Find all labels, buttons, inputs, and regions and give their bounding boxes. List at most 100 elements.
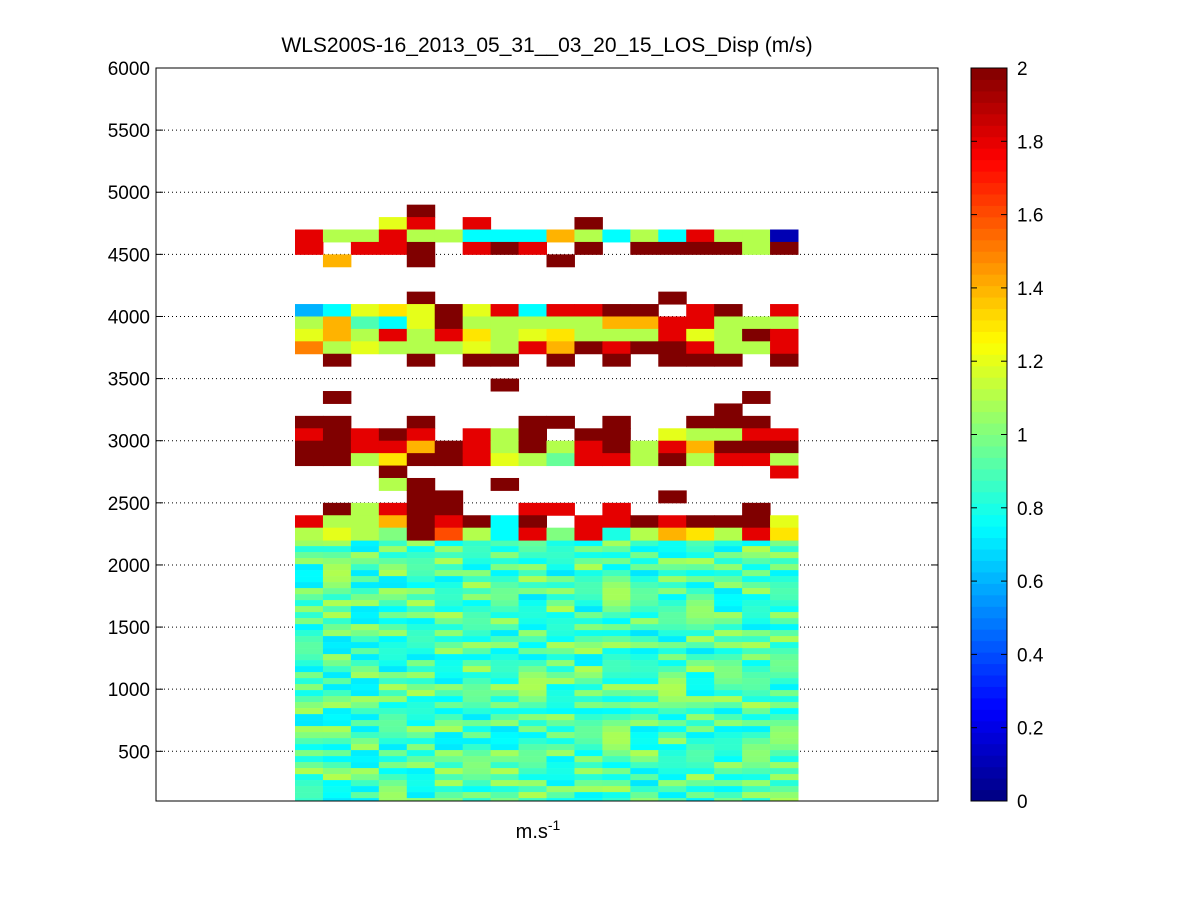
heatmap-cell (770, 229, 799, 243)
heatmap-cell (602, 558, 631, 565)
heatmap-cell (434, 618, 464, 625)
heatmap-cell (322, 750, 352, 757)
heatmap-cell (770, 304, 799, 317)
heatmap-cell (295, 630, 324, 637)
heatmap-cell (350, 648, 380, 655)
heatmap-cell (546, 588, 575, 595)
heatmap-cell (770, 750, 799, 757)
heatmap-cell (742, 502, 771, 516)
heatmap-cell (686, 684, 715, 691)
heatmap-cell (322, 624, 352, 631)
heatmap-cell (406, 241, 436, 255)
heatmap-cell (546, 618, 575, 625)
heatmap-cell (322, 515, 352, 529)
heatmap-cell (546, 762, 575, 769)
heatmap-cell (378, 558, 408, 565)
heatmap-cell (546, 582, 575, 589)
heatmap-cell (574, 624, 603, 631)
heatmap-cell (462, 440, 492, 454)
heatmap-cell (322, 792, 352, 799)
heatmap-cell (378, 546, 408, 553)
heatmap-cell (518, 672, 547, 679)
heatmap-cell (406, 477, 436, 491)
heatmap-cell (406, 428, 436, 442)
heatmap-cell (378, 341, 408, 355)
heatmap-cell (350, 552, 380, 559)
heatmap-cell (546, 570, 575, 577)
heatmap-cell (742, 702, 771, 709)
heatmap-cell (462, 576, 492, 583)
heatmap-cell (602, 690, 631, 697)
heatmap-cell (546, 708, 575, 715)
heatmap-cell (658, 576, 687, 583)
heatmap-cell (630, 714, 659, 721)
heatmap-cell (350, 241, 380, 255)
heatmap-cell (742, 594, 771, 601)
heatmap-cell (322, 229, 352, 243)
heatmap-cell (406, 636, 436, 643)
heatmap-cell (574, 774, 603, 781)
heatmap-cell (378, 786, 408, 793)
heatmap-cell (378, 630, 408, 637)
heatmap-cell (770, 341, 799, 355)
heatmap-cell (406, 254, 436, 268)
heatmap-cell (378, 714, 408, 721)
heatmap-cell (742, 612, 771, 619)
heatmap-cell (322, 328, 352, 342)
heatmap-cell (574, 606, 603, 613)
heatmap-cell (770, 316, 799, 330)
heatmap-cell (658, 768, 687, 775)
colorbar-step (971, 193, 1007, 206)
heatmap-cell (546, 786, 575, 793)
heatmap-cell (378, 477, 408, 491)
heatmap-cell (378, 465, 408, 479)
heatmap-cell (295, 316, 324, 330)
heatmap-cell (322, 353, 352, 367)
heatmap-cell (295, 428, 324, 442)
y-tick-label: 3000 (108, 432, 150, 453)
heatmap-cell (490, 756, 520, 763)
heatmap-cell (378, 229, 408, 243)
heatmap-cell (322, 654, 352, 661)
heatmap-cell (350, 798, 380, 802)
heatmap-cell (462, 328, 492, 342)
heatmap-cell (518, 428, 547, 442)
heatmap-cell (406, 316, 436, 330)
heatmap-cell (350, 654, 380, 661)
heatmap-cell (686, 241, 715, 255)
heatmap-cell (322, 540, 352, 547)
heatmap-cell (658, 714, 687, 721)
heatmap-cell (602, 660, 631, 667)
heatmap-cell (378, 428, 408, 442)
heatmap-cell (630, 527, 659, 541)
colorbar-step (971, 205, 1007, 218)
heatmap-cell (742, 690, 771, 697)
heatmap-cell (462, 798, 492, 802)
heatmap-cell (658, 750, 687, 757)
heatmap-cell (378, 636, 408, 643)
heatmap-cell (518, 750, 547, 757)
y-tick-label: 1000 (108, 680, 150, 701)
colorbar-step (971, 537, 1007, 550)
heatmap-cell (462, 217, 492, 231)
heatmap-cell (546, 624, 575, 631)
heatmap-cell (518, 527, 547, 541)
heatmap-cell (322, 594, 352, 601)
heatmap-cell (770, 768, 799, 775)
heatmap-cell (322, 672, 352, 679)
heatmap-cell (295, 798, 324, 802)
heatmap-cell (295, 415, 324, 429)
heatmap-cell (518, 642, 547, 649)
heatmap-cell (295, 738, 324, 745)
heatmap-cell (742, 672, 771, 679)
heatmap-cell (770, 714, 799, 721)
heatmap-cell (546, 720, 575, 727)
heatmap-cell (295, 546, 324, 553)
heatmap-cell (322, 341, 352, 355)
heatmap-cell (462, 780, 492, 787)
x-label-exponent: -1 (548, 817, 561, 833)
heatmap-cell (295, 642, 324, 649)
heatmap-cell (574, 428, 603, 442)
heatmap-cell (602, 546, 631, 553)
heatmap-cell (295, 636, 324, 643)
